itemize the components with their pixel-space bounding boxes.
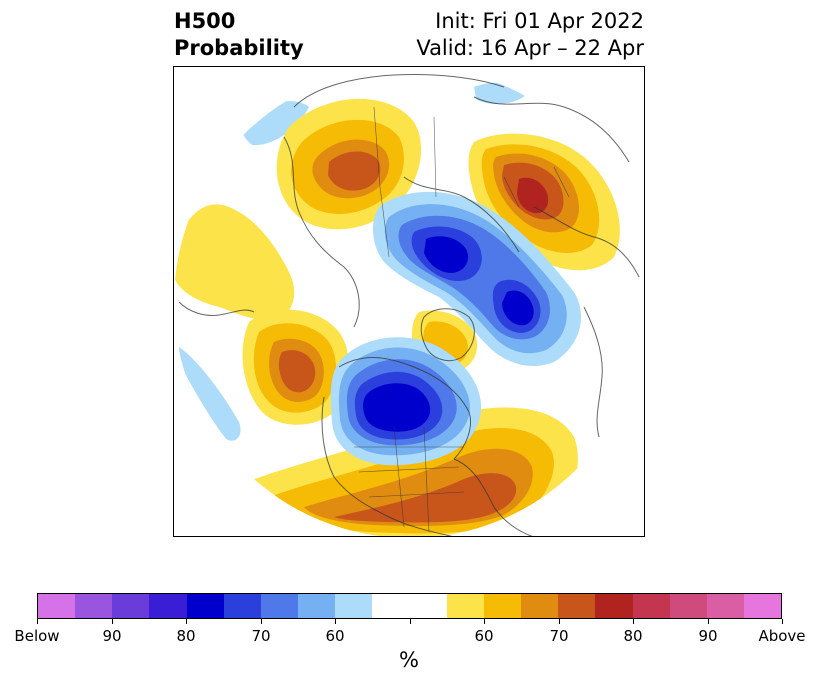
- colorbar-segment: [446, 594, 484, 618]
- probability-map: [173, 66, 645, 537]
- colorbar-tick: [708, 619, 709, 624]
- above-60-region-west: [174, 204, 295, 320]
- colorbar-tick: [633, 619, 634, 624]
- colorbar-tick-label: 80: [176, 627, 196, 645]
- colorbar-segment: [223, 594, 261, 618]
- colorbar-segment: [38, 594, 76, 618]
- colorbar-segment: [75, 594, 113, 618]
- above-75-region-east-pacific: [278, 350, 316, 393]
- colorbar-tick-label: 60: [325, 627, 345, 645]
- colorbar-tick-label: 70: [549, 627, 569, 645]
- colorbar-tick-label: 70: [251, 627, 271, 645]
- colorbar-segment: [335, 594, 373, 618]
- below-80-region-arctic-west: [424, 236, 469, 273]
- title-line-1: H500: [174, 9, 236, 33]
- map-title: H500 Probability: [174, 8, 304, 62]
- colorbar-segment: [149, 594, 187, 618]
- colorbar-segment: [372, 594, 410, 618]
- map-canvas: [174, 67, 644, 536]
- colorbar-tick-label: Above: [758, 627, 806, 645]
- date-info: Init: Fri 01 Apr 2022 Valid: 16 Apr – 22…: [416, 8, 644, 62]
- colorbar-segment: [112, 594, 150, 618]
- colorbar-tick: [335, 619, 336, 624]
- colorbar-unit-label: %: [399, 648, 419, 672]
- colorbar-tick-label: 90: [698, 627, 718, 645]
- below-60-region-pacific: [179, 347, 241, 441]
- colorbar-segment: [260, 594, 299, 618]
- colorbar-tick: [559, 619, 560, 624]
- colorbar-tick-label: 90: [102, 627, 122, 645]
- colorbar-tick: [782, 619, 783, 624]
- above-75-region-siberia: [328, 151, 381, 191]
- valid-range: Valid: 16 Apr – 22 Apr: [416, 36, 644, 60]
- colorbar-tick: [37, 619, 38, 624]
- probability-colorbar: [37, 593, 782, 619]
- colorbar-segment: [521, 594, 559, 618]
- colorbar-tick-label: 60: [474, 627, 494, 645]
- colorbar-tick-label: Below: [14, 627, 60, 645]
- below-80-region-arctic-east: [502, 290, 534, 326]
- below-80-region-canada: [363, 383, 431, 432]
- colorbar-segment: [632, 594, 670, 618]
- colorbar-segment: [483, 594, 522, 618]
- colorbar-tick: [112, 619, 113, 624]
- above-80-region-europe: [517, 177, 549, 214]
- colorbar-tick: [484, 619, 485, 624]
- colorbar-segment: [669, 594, 707, 618]
- colorbar-segment: [409, 594, 447, 618]
- init-date: Init: Fri 01 Apr 2022: [435, 9, 644, 33]
- colorbar-segment: [558, 594, 596, 618]
- title-line-2: Probability: [174, 36, 304, 60]
- colorbar-segment: [186, 594, 224, 618]
- colorbar-tick: [186, 619, 187, 624]
- colorbar-segment: [743, 594, 782, 618]
- above-75-region-atlantic: [334, 473, 517, 523]
- coastlines: [178, 74, 640, 536]
- colorbar-segment: [706, 594, 744, 618]
- colorbar-segment: [298, 594, 336, 618]
- colorbar-tick: [261, 619, 262, 624]
- colorbar-segment: [595, 594, 633, 618]
- colorbar-tick: [410, 619, 411, 624]
- colorbar-tick-label: 80: [623, 627, 643, 645]
